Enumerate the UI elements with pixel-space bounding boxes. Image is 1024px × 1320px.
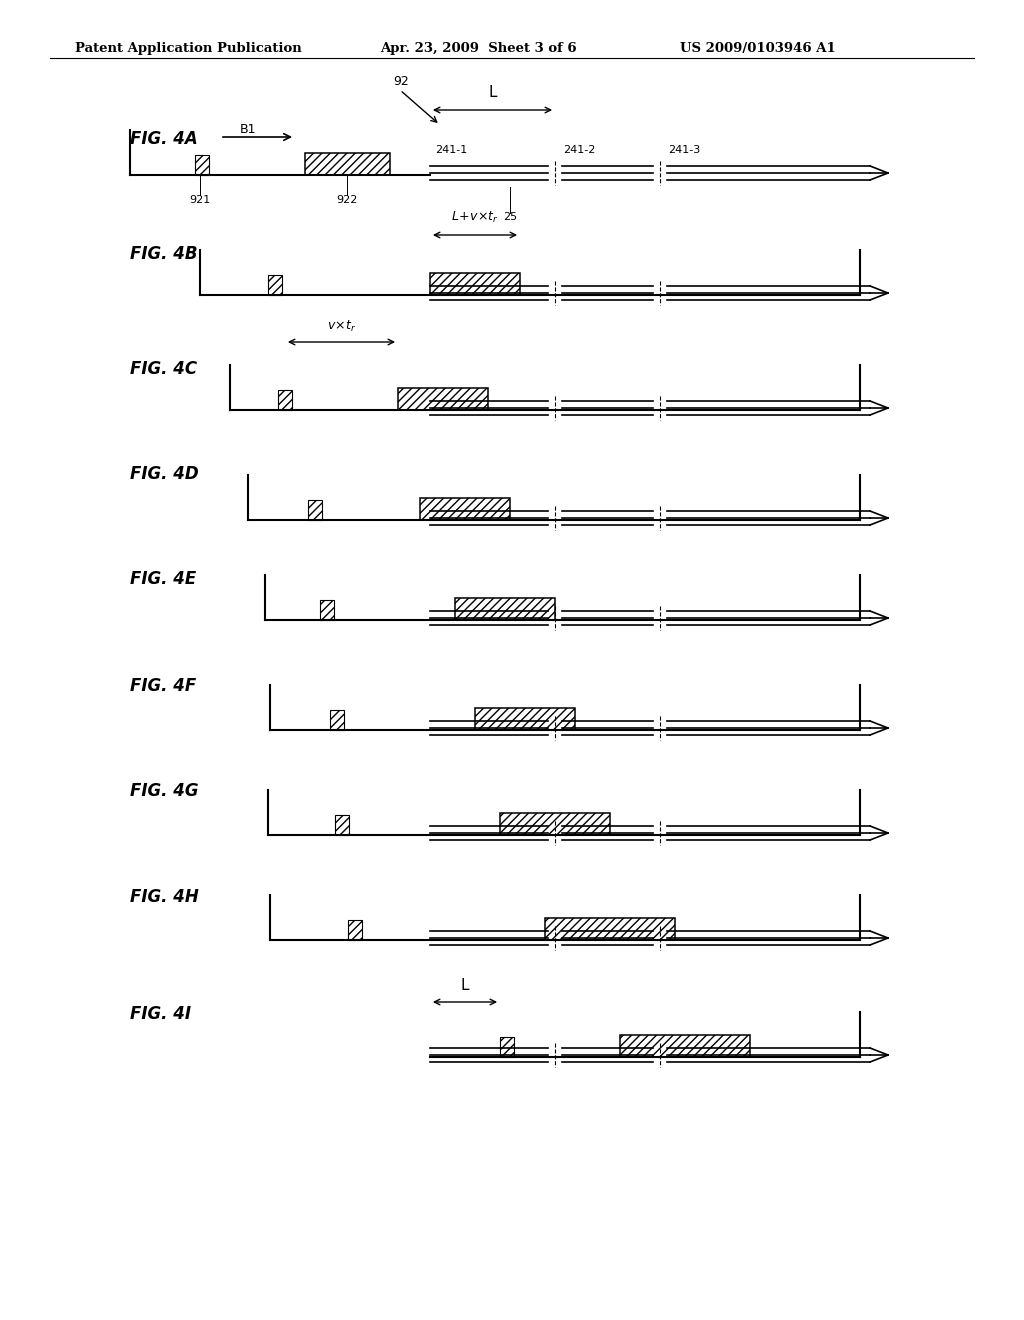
Text: 241-2: 241-2 <box>563 145 595 154</box>
Bar <box>620 1035 750 1057</box>
Text: FIG. 4B: FIG. 4B <box>130 246 198 263</box>
Text: FIG. 4G: FIG. 4G <box>130 781 199 800</box>
Text: Patent Application Publication: Patent Application Publication <box>75 42 302 55</box>
Bar <box>278 389 292 411</box>
Text: FIG. 4F: FIG. 4F <box>130 677 197 696</box>
Bar <box>305 153 390 176</box>
Text: Apr. 23, 2009  Sheet 3 of 6: Apr. 23, 2009 Sheet 3 of 6 <box>380 42 577 55</box>
Bar <box>455 598 555 620</box>
Bar <box>330 710 344 730</box>
Text: B1: B1 <box>240 123 256 136</box>
Bar <box>430 273 520 294</box>
Bar <box>500 1038 514 1057</box>
Bar <box>475 708 575 730</box>
Text: 921: 921 <box>189 195 211 205</box>
Text: FIG. 4D: FIG. 4D <box>130 465 199 483</box>
Bar <box>500 813 610 836</box>
Text: US 2009/0103946 A1: US 2009/0103946 A1 <box>680 42 836 55</box>
Text: FIG. 4E: FIG. 4E <box>130 570 197 587</box>
Text: 92: 92 <box>393 75 409 88</box>
Text: 241-1: 241-1 <box>435 145 467 154</box>
Text: FIG. 4H: FIG. 4H <box>130 888 199 906</box>
Text: 241-3: 241-3 <box>668 145 700 154</box>
Bar <box>348 920 362 940</box>
Text: L: L <box>461 978 469 993</box>
Text: FIG. 4A: FIG. 4A <box>130 129 198 148</box>
Bar <box>319 601 334 620</box>
Text: FIG. 4I: FIG. 4I <box>130 1005 191 1023</box>
Bar <box>398 388 488 411</box>
Bar <box>335 814 349 836</box>
Bar <box>308 500 322 520</box>
Bar <box>195 154 209 176</box>
Bar <box>420 498 510 520</box>
Text: $v\!\times\! t_r$: $v\!\times\! t_r$ <box>327 319 356 334</box>
Bar <box>545 917 675 940</box>
Bar <box>268 275 282 294</box>
Text: FIG. 4C: FIG. 4C <box>130 360 198 378</box>
Text: 25: 25 <box>503 213 517 222</box>
Text: 922: 922 <box>336 195 357 205</box>
Text: L: L <box>488 84 497 100</box>
Text: $L\!+\!v\!\times\! t_r$: $L\!+\!v\!\times\! t_r$ <box>451 210 499 226</box>
